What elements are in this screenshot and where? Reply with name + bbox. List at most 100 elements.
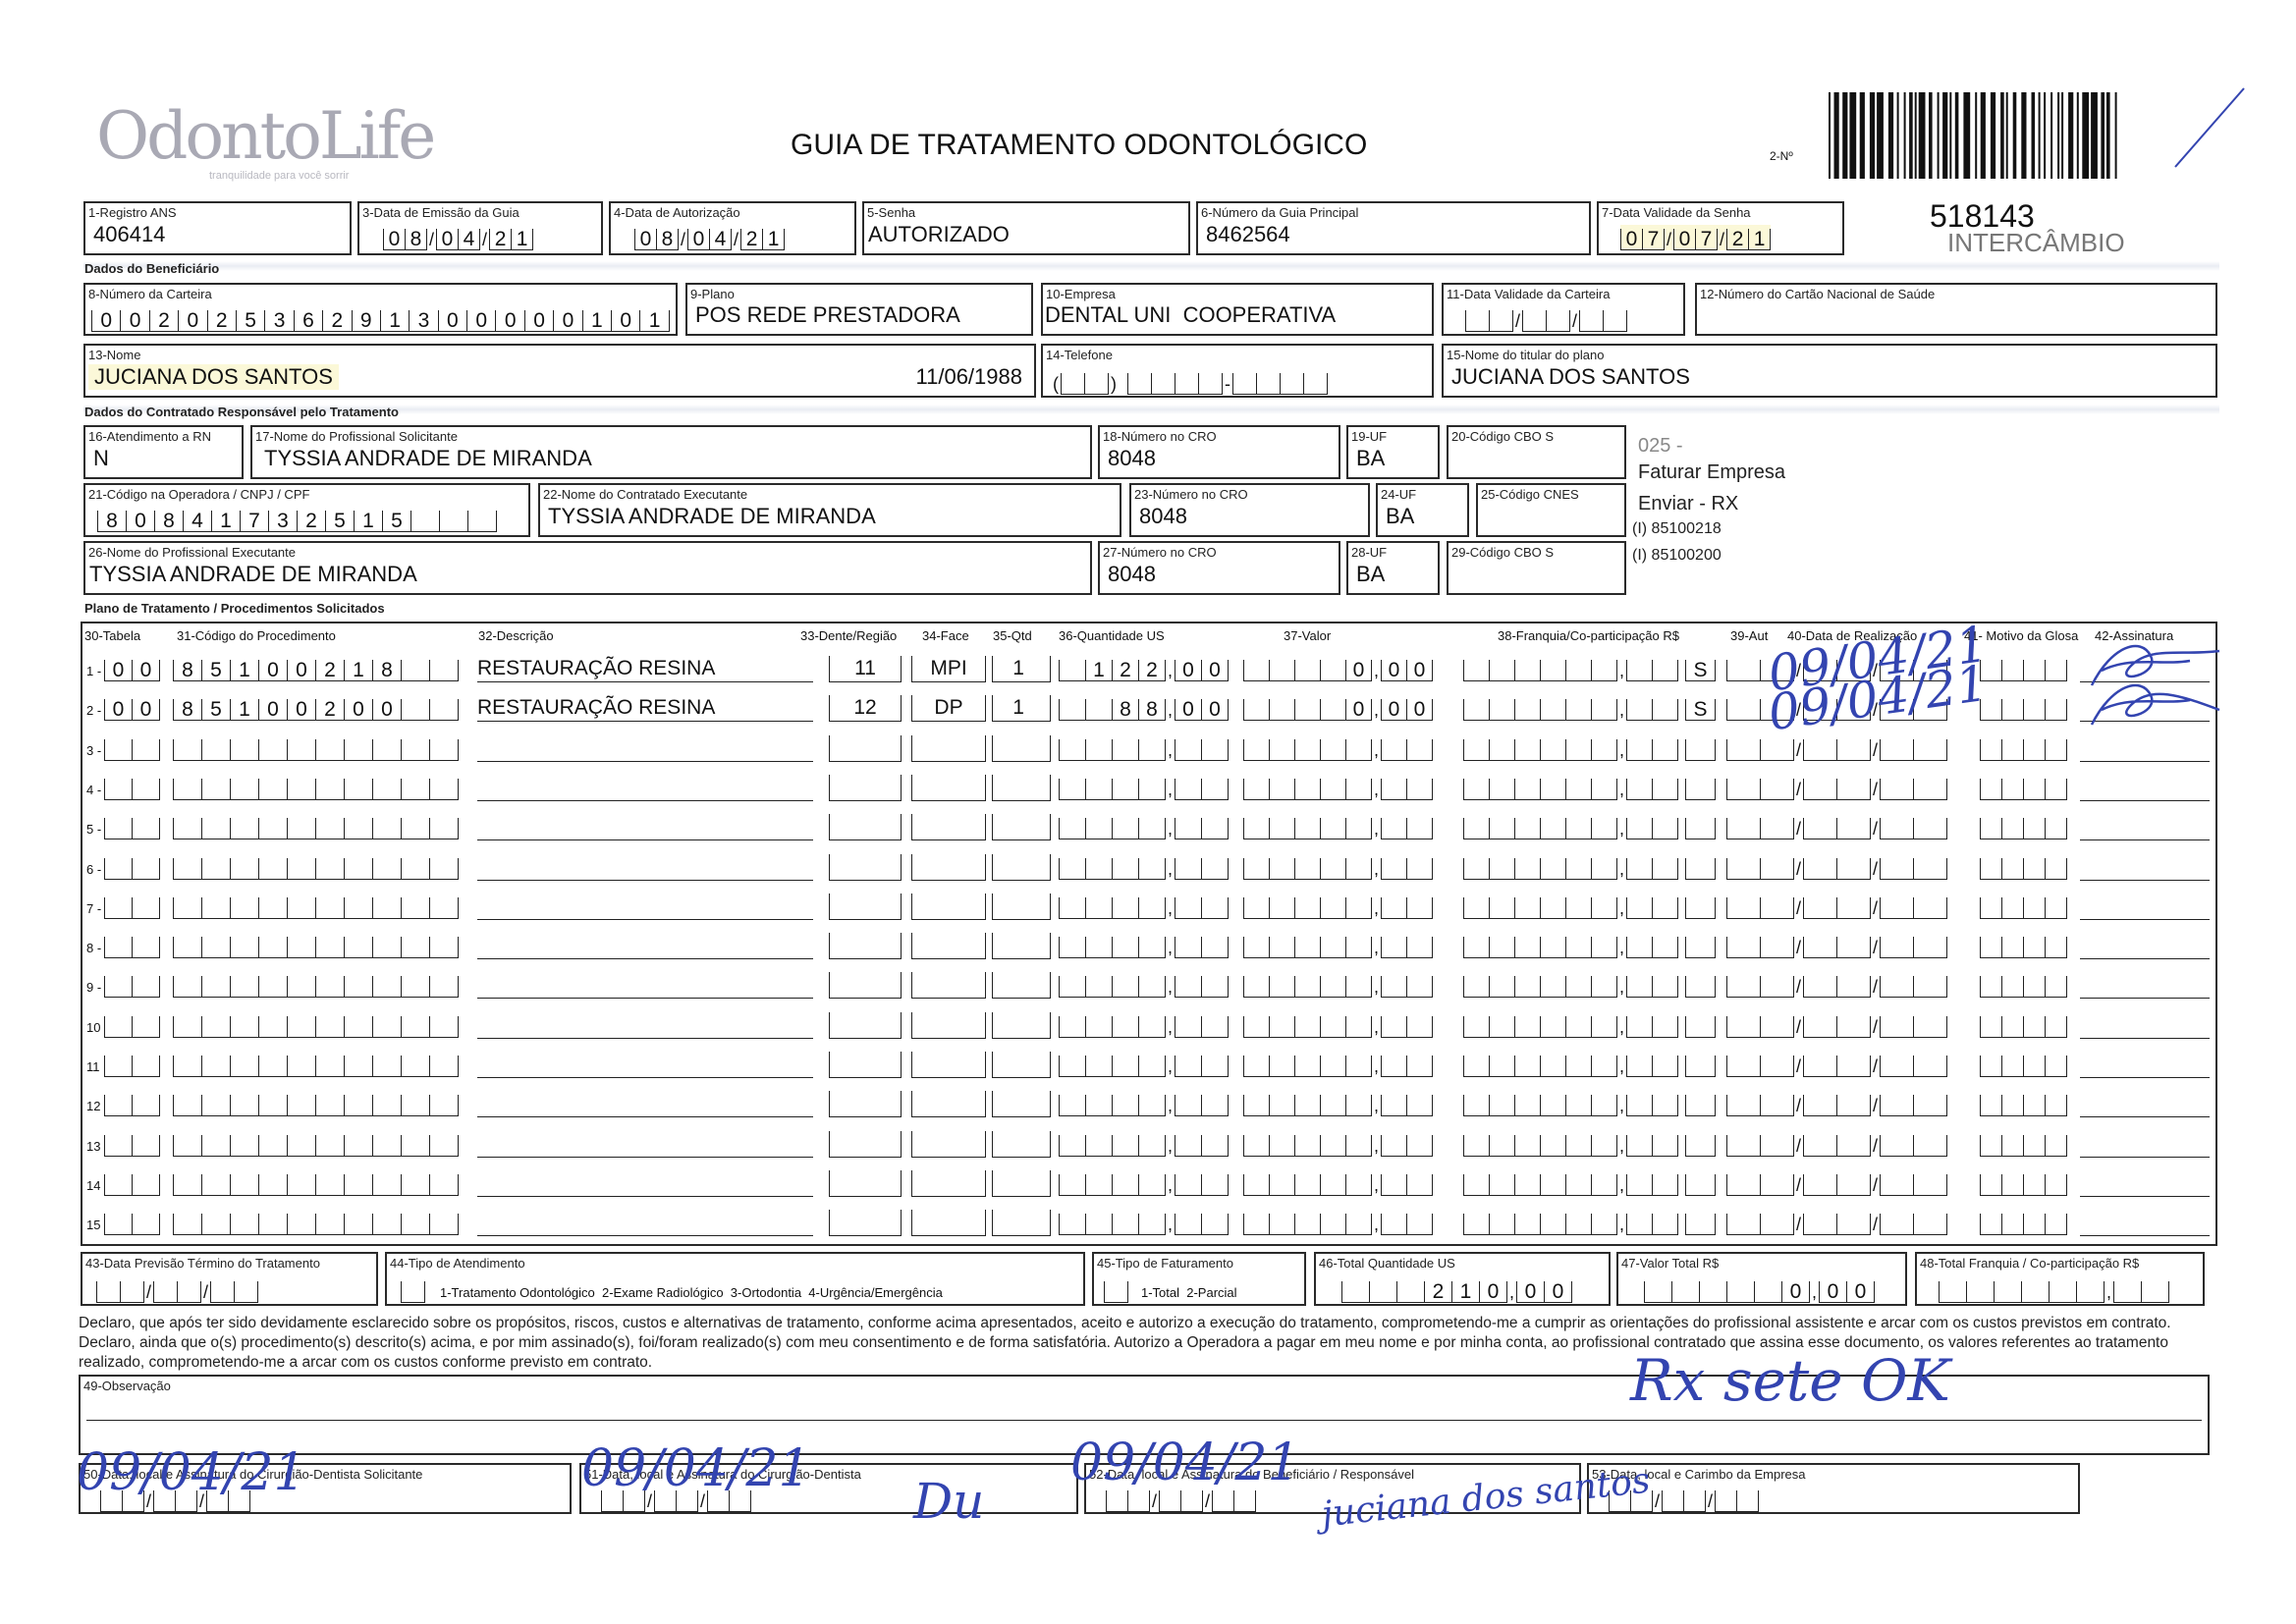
char-cell[interactable]: 1 — [639, 310, 669, 332]
char-cell[interactable] — [1243, 1015, 1269, 1038]
char-cell[interactable] — [1059, 778, 1085, 800]
assinatura-line[interactable] — [2080, 695, 2210, 723]
char-cell[interactable] — [1626, 857, 1653, 880]
char-cell[interactable] — [1320, 699, 1345, 722]
char-cell[interactable] — [429, 857, 458, 880]
char-cell[interactable] — [287, 778, 315, 800]
char-cell[interactable] — [1463, 818, 1489, 840]
char-cell[interactable] — [1565, 857, 1591, 880]
char-cell[interactable] — [173, 1214, 201, 1236]
char-cell[interactable] — [1626, 660, 1653, 681]
char-cell[interactable] — [1243, 699, 1269, 722]
char-cell[interactable] — [372, 896, 401, 919]
char-cell[interactable] — [1540, 976, 1565, 999]
char-cell[interactable] — [1175, 1134, 1202, 1157]
char-cell[interactable] — [1980, 778, 2001, 800]
char-cell[interactable] — [1138, 976, 1165, 999]
char-cell[interactable] — [1085, 857, 1112, 880]
char-cell[interactable] — [1514, 1214, 1540, 1236]
char-cell[interactable] — [230, 738, 258, 761]
char-cell[interactable] — [344, 1056, 372, 1077]
contratado-executante-field[interactable]: 22-Nome do Contratado Executante TYSSIA A… — [538, 483, 1121, 537]
char-cell[interactable] — [1652, 1134, 1678, 1157]
char-cell[interactable] — [1406, 1214, 1433, 1236]
descricao-field[interactable] — [477, 1012, 813, 1039]
numero-carteira-field[interactable]: 8-Número da Carteira 0 0 2 0 2 5 3 6 2 9 1 3 0 0 0 0 0 1 0 1 — [83, 283, 678, 336]
char-cell[interactable] — [401, 1214, 429, 1236]
char-cell[interactable] — [132, 976, 159, 999]
char-cell[interactable] — [1463, 1134, 1489, 1157]
char-cell[interactable] — [1406, 976, 1433, 999]
assinatura-line[interactable] — [2080, 1012, 2210, 1039]
char-cell[interactable] — [1489, 310, 1512, 332]
char-cell[interactable] — [1138, 1173, 1165, 1196]
char-cell[interactable] — [287, 1173, 315, 1196]
char-cell[interactable] — [1269, 896, 1294, 919]
char-cell[interactable] — [287, 738, 315, 761]
char-cell[interactable] — [1591, 818, 1616, 840]
char-cell[interactable] — [1685, 896, 1715, 919]
char-cell[interactable] — [2001, 1015, 2023, 1038]
char-cell[interactable] — [1463, 1214, 1489, 1236]
char-cell[interactable] — [1591, 1134, 1616, 1157]
char-cell[interactable] — [1685, 1134, 1715, 1157]
face-field[interactable] — [911, 774, 986, 801]
char-cell[interactable]: 1 — [344, 660, 372, 681]
char-cell[interactable] — [1406, 857, 1433, 880]
char-cell[interactable] — [1540, 1134, 1565, 1157]
char-cell[interactable] — [1059, 818, 1085, 840]
char-cell[interactable] — [1381, 976, 1407, 999]
char-cell[interactable] — [1175, 1015, 1202, 1038]
total-us-field[interactable]: 46-Total Quantidade US 2 1 0, 0 0 — [1314, 1252, 1611, 1306]
char-cell[interactable]: 2 — [206, 310, 236, 332]
char-cell[interactable] — [1201, 937, 1229, 959]
char-cell[interactable]: 0 — [523, 310, 554, 332]
char-cell[interactable]: 0 — [437, 310, 467, 332]
char-cell[interactable] — [372, 1134, 401, 1157]
char-cell[interactable] — [1880, 778, 1914, 800]
char-cell[interactable] — [2045, 857, 2066, 880]
char-cell[interactable] — [1514, 937, 1540, 959]
char-cell[interactable] — [1320, 1056, 1345, 1077]
char-cell[interactable] — [201, 857, 230, 880]
char-cell[interactable] — [1760, 1214, 1793, 1236]
uf-19-field[interactable]: 19-UF BA — [1346, 425, 1440, 479]
char-cell[interactable] — [258, 937, 287, 959]
char-cell[interactable] — [1463, 857, 1489, 880]
char-cell[interactable]: 8 — [173, 699, 201, 722]
char-cell[interactable] — [1269, 699, 1294, 722]
char-cell[interactable] — [1803, 857, 1837, 880]
char-cell[interactable] — [1540, 1095, 1565, 1117]
char-cell[interactable] — [1880, 857, 1914, 880]
char-cell[interactable] — [1201, 1015, 1229, 1038]
char-cell[interactable] — [1760, 699, 1793, 722]
char-cell[interactable] — [1880, 896, 1914, 919]
char-cell[interactable] — [173, 857, 201, 880]
dente-field[interactable] — [829, 814, 902, 841]
char-cell[interactable] — [1138, 1134, 1165, 1157]
char-cell[interactable] — [2045, 1056, 2066, 1077]
char-cell[interactable] — [1591, 699, 1616, 722]
char-cell[interactable] — [1540, 1214, 1565, 1236]
qtd-field[interactable] — [992, 774, 1051, 801]
char-cell[interactable] — [287, 1214, 315, 1236]
char-cell[interactable] — [1243, 976, 1269, 999]
char-cell[interactable] — [1626, 937, 1653, 959]
char-cell[interactable]: 0 — [1201, 699, 1229, 722]
char-cell[interactable] — [2045, 738, 2066, 761]
char-cell[interactable] — [1726, 896, 1760, 919]
char-cell[interactable] — [1671, 1281, 1699, 1303]
char-cell[interactable] — [1626, 778, 1653, 800]
char-cell[interactable] — [1381, 738, 1407, 761]
char-cell[interactable] — [1980, 896, 2001, 919]
char-cell[interactable]: 0 — [383, 229, 405, 250]
dente-field[interactable]: 12 — [829, 695, 902, 723]
char-cell[interactable] — [1760, 1015, 1793, 1038]
char-cell[interactable] — [1232, 373, 1257, 395]
char-cell[interactable]: 7 — [240, 511, 268, 532]
char-cell[interactable] — [1726, 660, 1760, 681]
char-cell[interactable] — [344, 778, 372, 800]
char-cell[interactable] — [1345, 818, 1371, 840]
char-cell[interactable]: 0 — [1201, 660, 1229, 681]
char-cell[interactable] — [1381, 778, 1407, 800]
